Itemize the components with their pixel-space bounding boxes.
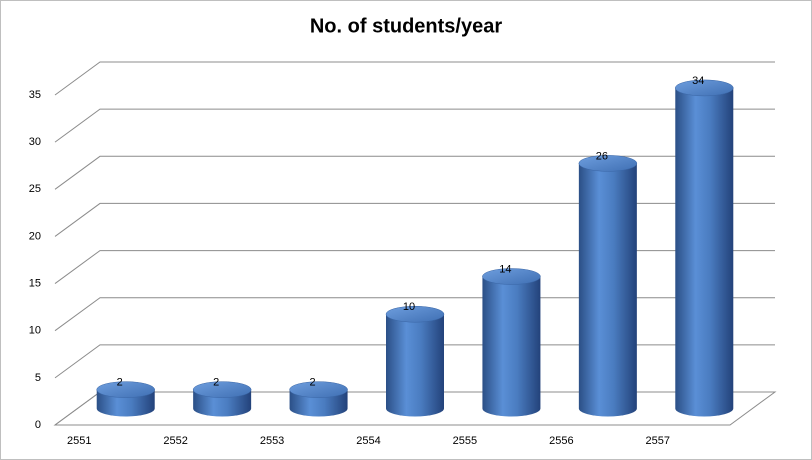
x-tick-label: 2551: [67, 435, 91, 447]
grid-line: [54, 108, 775, 143]
grid-line: [54, 344, 775, 379]
x-tick-label: 2554: [356, 435, 380, 447]
y-tick-label: 20: [29, 230, 41, 242]
cylinder-top: [675, 79, 734, 97]
x-tick-label: 2556: [549, 435, 573, 447]
grid-line: [54, 202, 775, 237]
y-tick-label: 35: [29, 89, 41, 101]
x-tick-label: 2553: [260, 435, 284, 447]
grid-line: [54, 297, 775, 332]
cylinder-top: [482, 268, 541, 285]
cylinder-top: [192, 381, 252, 398]
y-tick-label: 15: [29, 277, 41, 289]
cylinder: [578, 163, 637, 417]
cylinder-top: [385, 305, 445, 323]
x-tick-label: 2552: [163, 435, 187, 447]
value-label: 2: [117, 377, 123, 389]
y-tick-label: 30: [29, 136, 41, 148]
chart-title: No. of students/year: [310, 15, 502, 37]
cylinder: [386, 314, 444, 417]
y-tick-label: 5: [35, 372, 41, 384]
value-label: 26: [596, 150, 608, 162]
x-tick-label: 2555: [453, 435, 477, 447]
y-tick-label: 25: [29, 183, 41, 195]
cylinder-top: [578, 155, 638, 172]
value-label: 34: [692, 75, 704, 87]
value-label: 14: [499, 263, 511, 275]
grid-line: [54, 155, 775, 190]
x-tick-label: 2557: [646, 435, 670, 447]
cylinder-top: [96, 381, 155, 398]
value-label: 10: [403, 301, 415, 313]
cylinder: [675, 87, 734, 417]
value-label: 2: [213, 377, 219, 389]
value-label: 2: [310, 377, 316, 389]
cylinder-top: [289, 381, 348, 398]
grid-line: [54, 250, 775, 284]
y-tick-label: 10: [29, 325, 41, 337]
cylinder: [482, 276, 541, 417]
grid-line: [54, 61, 775, 96]
y-tick-label: 0: [35, 419, 41, 431]
